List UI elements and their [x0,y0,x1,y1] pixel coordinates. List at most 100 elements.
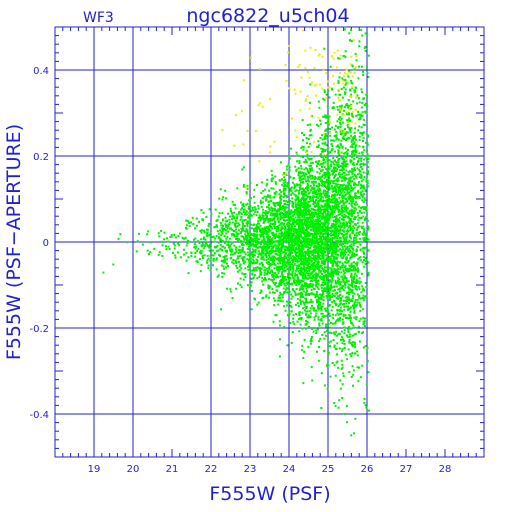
data-point [333,195,336,198]
data-point [250,237,253,240]
data-point [329,280,332,283]
data-point [282,277,285,280]
data-point [333,268,336,271]
data-point [226,262,229,265]
data-point [318,172,321,175]
data-point [304,236,307,239]
data-point [295,209,298,212]
data-point [265,261,268,264]
data-point [295,183,298,186]
data-point [305,271,308,274]
data-point [338,175,341,178]
data-point [299,272,302,275]
data-point [283,260,286,263]
data-point [322,158,325,161]
data-point [316,246,319,249]
data-point [326,363,329,366]
data-point [308,223,311,226]
data-point [267,234,270,237]
data-point [256,184,259,187]
data-point [242,208,245,211]
data-point [346,137,349,140]
data-point [308,212,311,215]
data-point [298,245,301,248]
data-point [149,251,152,254]
data-point [266,248,269,251]
data-point [297,174,300,177]
data-point [286,287,289,290]
data-point [241,242,244,245]
data-point [304,261,307,264]
data-point [320,264,323,267]
data-point [301,349,304,352]
data-point [293,290,296,293]
data-point [291,288,294,291]
data-point [338,145,341,148]
data-point [331,301,334,304]
data-point [269,243,272,246]
data-point [257,301,260,304]
data-point [333,229,336,232]
data-point [353,226,356,229]
data-point [283,248,286,251]
data-point [336,144,339,147]
data-point [273,209,276,212]
data-point [304,212,307,215]
data-point [328,127,331,130]
data-point [312,276,315,279]
data-point [299,202,302,205]
data-point [287,267,290,270]
data-point [317,125,320,128]
data-point [291,240,294,243]
data-point [326,214,329,217]
data-point [267,230,270,233]
data-point [334,320,337,323]
data-point [265,278,268,281]
data-point [317,176,320,179]
data-point [314,241,317,244]
data-point [252,276,255,279]
data-point [318,194,321,197]
data-point [301,300,304,303]
data-point [325,254,328,257]
data-point [308,286,311,289]
data-point [214,225,217,228]
data-point [225,229,228,232]
data-point [294,228,297,231]
data-point [325,209,328,212]
data-point [330,213,333,216]
data-point [320,297,323,300]
data-point [259,219,262,222]
data-point [256,259,259,262]
data-point [310,189,313,192]
data-point [346,192,349,195]
data-point [273,283,276,286]
data-point [310,177,313,180]
data-point [315,223,318,226]
data-point [236,282,239,285]
data-point [314,222,317,225]
data-point [323,277,326,280]
data-point [308,165,311,168]
data-point [304,269,307,272]
data-point [322,275,325,278]
data-point [300,146,303,149]
data-point [301,245,304,248]
data-point [335,189,338,192]
data-point [327,293,330,296]
data-point [324,155,327,158]
data-point [286,222,289,225]
data-point [279,291,282,294]
data-point [277,296,280,299]
data-point [264,226,267,229]
data-point [331,107,334,110]
data-point [233,224,236,227]
data-point [329,271,332,274]
data-point [117,237,120,240]
data-point [282,205,285,208]
data-point [157,232,160,235]
data-point [279,338,282,341]
data-point [272,320,275,323]
data-point [325,178,328,181]
data-point [281,257,284,260]
